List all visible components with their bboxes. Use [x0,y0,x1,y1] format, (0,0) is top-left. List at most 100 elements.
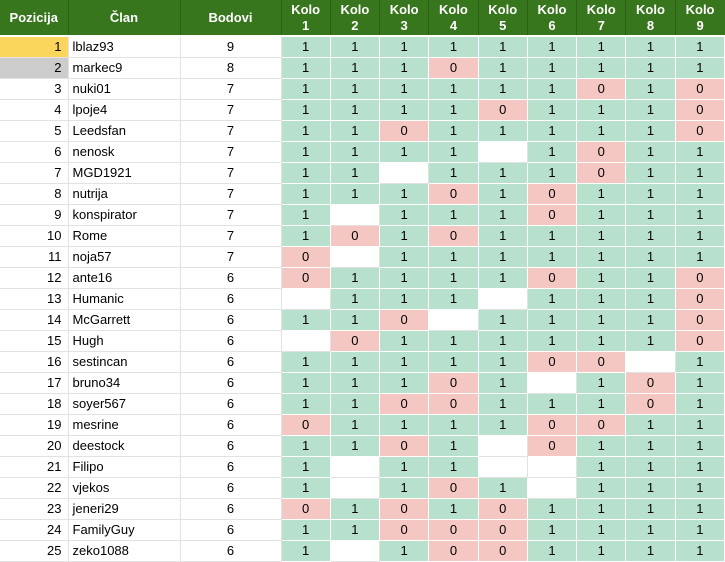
member-name-cell[interactable]: FamilyGuy [68,519,181,541]
round-result-cell[interactable]: 0 [527,204,578,226]
round-result-cell[interactable]: 1 [428,141,479,163]
round-result-cell[interactable]: 1 [478,351,528,373]
column-header-clan[interactable]: Član [68,0,181,37]
round-result-cell[interactable]: 1 [527,498,578,520]
round-result-cell[interactable]: 1 [675,540,725,562]
member-name-cell[interactable]: Humanic [68,288,181,310]
round-result-cell[interactable]: 1 [478,225,528,247]
round-result-cell[interactable]: 0 [428,519,479,541]
round-result-cell[interactable]: 1 [576,225,627,247]
round-result-cell[interactable]: 0 [428,183,479,205]
round-result-cell[interactable]: 1 [428,99,479,121]
round-result-cell[interactable] [330,204,381,226]
round-result-cell[interactable]: 0 [379,435,430,457]
points-cell[interactable]: 6 [180,309,282,331]
member-name-cell[interactable]: Rome [68,225,181,247]
round-result-cell[interactable]: 1 [281,57,331,79]
column-header-kolo-8[interactable]: Kolo 8 [625,0,676,37]
round-result-cell[interactable]: 1 [330,99,381,121]
round-result-cell[interactable]: 1 [625,36,676,58]
member-name-cell[interactable]: zeko1088 [68,540,181,562]
points-cell[interactable]: 6 [180,414,282,436]
round-result-cell[interactable]: 0 [379,120,430,142]
points-cell[interactable]: 6 [180,288,282,310]
round-result-cell[interactable] [478,141,528,163]
round-result-cell[interactable]: 1 [625,183,676,205]
round-result-cell[interactable]: 1 [625,519,676,541]
round-result-cell[interactable]: 0 [478,540,528,562]
member-name-cell[interactable]: nenosk [68,141,181,163]
points-cell[interactable]: 6 [180,498,282,520]
round-result-cell[interactable]: 1 [379,330,430,352]
round-result-cell[interactable]: 1 [625,267,676,289]
round-result-cell[interactable]: 1 [379,141,430,163]
round-result-cell[interactable]: 1 [379,288,430,310]
round-result-cell[interactable] [527,456,578,478]
position-cell[interactable]: 10 [0,225,69,247]
round-result-cell[interactable]: 1 [675,141,725,163]
points-cell[interactable]: 6 [180,540,282,562]
round-result-cell[interactable] [330,246,381,268]
round-result-cell[interactable]: 0 [330,225,381,247]
round-result-cell[interactable]: 1 [527,78,578,100]
round-result-cell[interactable]: 0 [478,519,528,541]
round-result-cell[interactable]: 1 [527,393,578,415]
round-result-cell[interactable]: 0 [527,267,578,289]
round-result-cell[interactable] [428,309,479,331]
position-cell[interactable]: 23 [0,498,69,520]
round-result-cell[interactable]: 1 [576,36,627,58]
round-result-cell[interactable]: 1 [330,162,381,184]
round-result-cell[interactable]: 1 [379,351,430,373]
round-result-cell[interactable]: 0 [281,414,331,436]
round-result-cell[interactable]: 1 [330,372,381,394]
points-cell[interactable]: 8 [180,57,282,79]
position-cell[interactable]: 12 [0,267,69,289]
points-cell[interactable]: 7 [180,99,282,121]
round-result-cell[interactable]: 1 [281,36,331,58]
position-cell[interactable]: 15 [0,330,69,352]
points-cell[interactable]: 7 [180,162,282,184]
position-cell[interactable]: 13 [0,288,69,310]
member-name-cell[interactable]: vjekos [68,477,181,499]
column-header-kolo-6[interactable]: Kolo 6 [527,0,578,37]
points-cell[interactable]: 6 [180,330,282,352]
round-result-cell[interactable]: 0 [281,246,331,268]
member-name-cell[interactable]: deestock [68,435,181,457]
round-result-cell[interactable]: 1 [576,477,627,499]
round-result-cell[interactable]: 1 [625,435,676,457]
round-result-cell[interactable]: 0 [478,498,528,520]
member-name-cell[interactable]: nuki01 [68,78,181,100]
points-cell[interactable]: 7 [180,141,282,163]
member-name-cell[interactable]: nutrija [68,183,181,205]
points-cell[interactable]: 6 [180,519,282,541]
round-result-cell[interactable] [478,456,528,478]
round-result-cell[interactable]: 1 [675,162,725,184]
round-result-cell[interactable]: 1 [576,540,627,562]
round-result-cell[interactable]: 1 [330,36,381,58]
points-cell[interactable]: 9 [180,36,282,58]
round-result-cell[interactable]: 1 [478,477,528,499]
member-name-cell[interactable]: mesrine [68,414,181,436]
round-result-cell[interactable]: 1 [428,78,479,100]
round-result-cell[interactable]: 1 [576,519,627,541]
round-result-cell[interactable]: 1 [625,99,676,121]
round-result-cell[interactable]: 1 [576,330,627,352]
round-result-cell[interactable]: 1 [527,57,578,79]
round-result-cell[interactable]: 1 [576,57,627,79]
round-result-cell[interactable]: 1 [576,120,627,142]
member-name-cell[interactable]: soyer567 [68,393,181,415]
round-result-cell[interactable]: 1 [527,120,578,142]
member-name-cell[interactable]: sestincan [68,351,181,373]
round-result-cell[interactable]: 1 [281,120,331,142]
round-result-cell[interactable]: 1 [527,288,578,310]
round-result-cell[interactable] [379,162,430,184]
round-result-cell[interactable]: 0 [527,435,578,457]
round-result-cell[interactable]: 1 [330,78,381,100]
round-result-cell[interactable]: 1 [281,99,331,121]
column-header-kolo-3[interactable]: Kolo 3 [379,0,430,37]
round-result-cell[interactable]: 1 [379,183,430,205]
round-result-cell[interactable]: 1 [675,519,725,541]
round-result-cell[interactable]: 1 [625,120,676,142]
round-result-cell[interactable]: 0 [675,120,725,142]
round-result-cell[interactable]: 1 [428,435,479,457]
